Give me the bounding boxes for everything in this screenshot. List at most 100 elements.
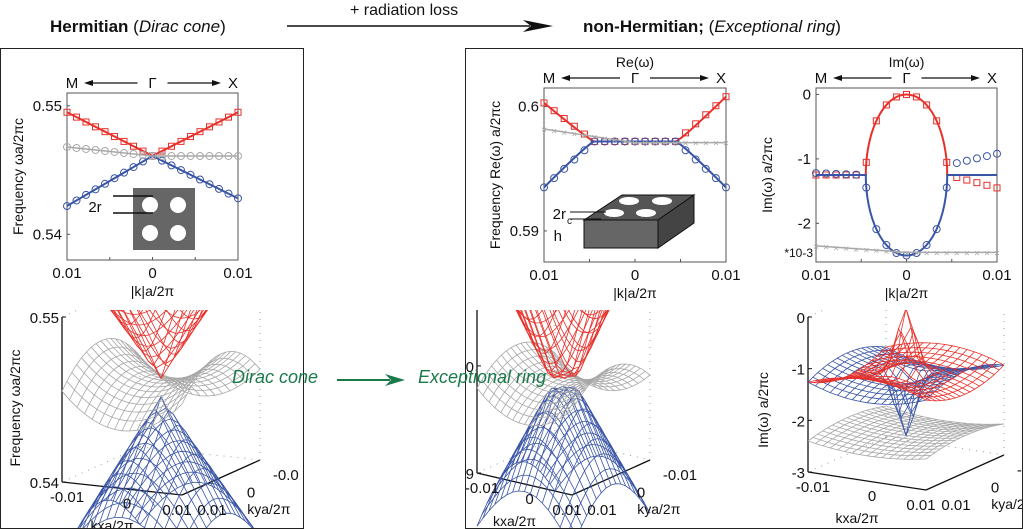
- mesh-line: [871, 355, 990, 380]
- slab-side: [657, 194, 695, 249]
- data-point: [540, 99, 548, 107]
- mesh-line: [524, 310, 583, 376]
- mesh-line: [82, 473, 156, 528]
- data-point: [111, 133, 118, 141]
- data-point: [148, 151, 157, 160]
- data-point: [215, 151, 223, 160]
- data-point: [590, 137, 599, 146]
- data-point: [972, 154, 981, 163]
- arrow-left-head: [833, 75, 842, 81]
- data-point: [63, 108, 71, 116]
- z-tick-label: -3: [792, 465, 805, 482]
- slab-hole: [636, 209, 656, 217]
- mesh-line: [822, 353, 901, 390]
- data-point: [681, 146, 690, 155]
- slab-radius-label: 2r: [553, 206, 566, 223]
- data-point: [892, 93, 900, 101]
- mesh-line: [543, 310, 609, 370]
- data-point: [101, 179, 109, 188]
- ky-axis: [571, 459, 651, 496]
- data-point: [101, 146, 109, 155]
- data-point: [903, 90, 910, 98]
- mesh-line: [69, 346, 148, 400]
- mesh-line: [846, 352, 966, 437]
- data-point: [862, 183, 871, 192]
- data-point: ×: [944, 248, 950, 259]
- mesh-line: [91, 516, 146, 528]
- data-point: [822, 169, 831, 178]
- data-point: ×: [984, 248, 990, 259]
- data-point: [158, 156, 166, 165]
- mesh-line: [876, 351, 995, 375]
- data-point: [186, 151, 195, 160]
- data-point: [952, 159, 961, 168]
- ky-tick-label: -0.01: [273, 467, 300, 484]
- air-hole: [142, 197, 158, 213]
- mesh-line: [563, 310, 609, 334]
- data-point: ×: [673, 139, 679, 150]
- data-point: [82, 144, 90, 153]
- arrow-right-head: [971, 75, 980, 81]
- data-point: [91, 145, 100, 154]
- data-point: [862, 158, 870, 166]
- data-point: ×: [873, 246, 879, 257]
- data-point: [942, 183, 951, 192]
- mesh-line: [164, 468, 238, 528]
- z-tick-label: -1: [792, 362, 805, 379]
- slab-hole: [619, 197, 639, 205]
- mesh-line: [520, 342, 617, 382]
- data-point: [852, 170, 861, 179]
- data-point: [130, 142, 137, 150]
- slab-hole: [652, 197, 672, 205]
- data-point: [702, 111, 710, 119]
- mesh-line: [91, 447, 171, 528]
- slab-height-label: h: [554, 228, 562, 245]
- data-point: [139, 147, 147, 155]
- path-label-m: M: [543, 70, 556, 87]
- data-point: [158, 147, 166, 155]
- data-point: [120, 148, 128, 157]
- data-point: [932, 225, 941, 234]
- data-point: [234, 108, 242, 116]
- data-point: [550, 174, 559, 183]
- mesh-line: [77, 499, 141, 528]
- y-axis-label: Im(ω) a/2πc: [759, 137, 775, 213]
- mesh-line: [837, 359, 916, 396]
- left-title-italic: Dirac cone: [138, 17, 221, 36]
- series-line-gray: [66, 146, 238, 157]
- z-tick-label: 0: [797, 310, 805, 327]
- mesh-line: [535, 409, 631, 490]
- mesh-line: [149, 310, 207, 334]
- data-point: [882, 241, 891, 250]
- data-point: [196, 175, 204, 184]
- data-point: ×: [954, 248, 960, 259]
- exceptional-ring-annotation: Exceptional ring: [418, 367, 547, 387]
- data-point: [139, 150, 147, 159]
- mesh-line: [807, 381, 927, 405]
- photonic-crystal-inset: [133, 188, 195, 250]
- mesh-line: [76, 354, 156, 408]
- data-point: ×: [652, 139, 658, 150]
- data-point: [692, 120, 700, 128]
- mesh-line: [494, 361, 574, 408]
- kx-tick-label: -0.01: [466, 480, 499, 497]
- path-label-gamma: Γ: [148, 75, 156, 92]
- ky-tick-label: 0: [247, 485, 255, 502]
- data-point: [73, 113, 80, 121]
- data-point: [671, 137, 680, 146]
- right-title-bold: non-Hermitian;: [583, 17, 704, 36]
- mesh-line: [117, 310, 167, 352]
- re-omega-chart: Re(ω) M Γ X 0.01 0 0.01 |k|a/2π 0.59 0.6 Frequency…: [487, 55, 741, 301]
- ky-tick-label: 0.01: [587, 502, 616, 519]
- data-point: [234, 194, 242, 203]
- ky-tick-label: -0.01: [663, 467, 697, 484]
- data-point: [560, 114, 568, 122]
- annotation-arrow: [337, 374, 405, 386]
- mesh-line: [100, 340, 222, 381]
- grid-line: [807, 436, 887, 473]
- data-point: [91, 185, 100, 194]
- y-tick-label: 0: [803, 86, 811, 103]
- air-hole: [170, 225, 186, 241]
- data-point: [701, 164, 710, 173]
- mesh-line: [925, 423, 1005, 460]
